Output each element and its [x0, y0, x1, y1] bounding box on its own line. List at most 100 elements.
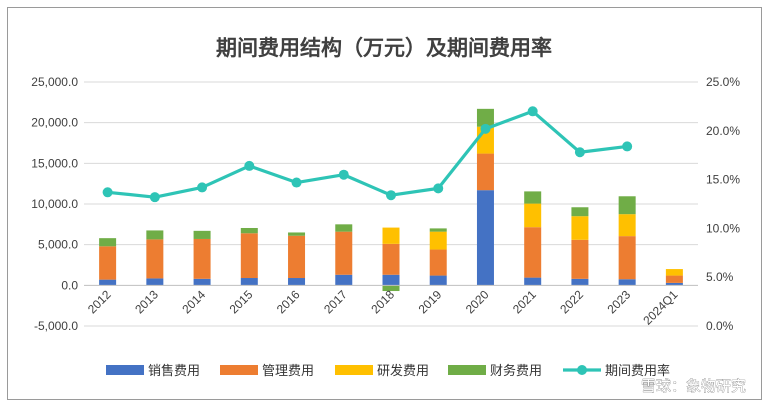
- x-tick-label: 2023: [604, 287, 633, 316]
- bar-0-2020: [476, 190, 494, 286]
- ratio-point-10: [574, 147, 585, 158]
- bar-1-2016: [288, 235, 306, 279]
- bar-1-2022: [571, 239, 589, 279]
- ratio-point-2: [197, 182, 208, 193]
- bar-1-2014: [193, 238, 211, 279]
- legend-label-2: 研发费用: [377, 363, 429, 379]
- y2-tick-label: 20.0%: [706, 124, 740, 138]
- ratio-point-5: [338, 169, 349, 180]
- ratio-point-7: [433, 183, 444, 194]
- ratio-point-6: [386, 190, 396, 201]
- bar-1-2018: [382, 243, 400, 275]
- ratio-point-9: [527, 106, 538, 117]
- watermark: 雪球：象物研究: [641, 377, 746, 395]
- x-tick-label: 2019: [416, 287, 445, 316]
- y2-tick-label: 10.0%: [706, 221, 740, 235]
- bar-0-2021: [524, 277, 542, 286]
- y2-tick-label: 25.0%: [706, 75, 740, 89]
- chart-svg: 期间费用结构（万元）及期间费用率 25,000.0 20,000.0 15,000.…: [31, 35, 746, 395]
- bar-1-2017: [335, 231, 353, 275]
- y2-tick-label: 15.0%: [706, 173, 740, 187]
- bar-1-2020: [476, 153, 494, 191]
- chart-title: 期间费用结构（万元）及期间费用率: [216, 35, 552, 60]
- bar-3-2017: [335, 224, 353, 232]
- bar-3-2018: [382, 285, 400, 292]
- legend-label-1: 管理费用: [262, 364, 314, 379]
- y-tick-label: 10,000.0: [31, 197, 78, 211]
- bar-0-2017: [335, 274, 353, 286]
- bar-1-2012: [99, 246, 117, 280]
- legend-swatch-1: [220, 365, 258, 375]
- bar-2-2019: [429, 231, 447, 250]
- y-tick-label: 15,000.0: [31, 156, 78, 170]
- ratio-point-0: [102, 187, 113, 198]
- bar-0-2013: [146, 278, 164, 286]
- legend-swatch-2: [335, 365, 373, 375]
- bar-0-2023: [618, 279, 636, 286]
- bar-3-2023: [618, 196, 636, 215]
- bar-1-2019: [429, 249, 447, 276]
- bar-3-2014: [193, 230, 211, 239]
- ratio-point-3: [244, 160, 255, 171]
- bar-3-2020: [476, 108, 494, 127]
- bar-1-2023: [618, 236, 636, 280]
- bar-series: [99, 108, 683, 292]
- legend-label-0: 销售费用: [148, 363, 200, 379]
- ratio-point-1: [149, 192, 160, 203]
- bar-3-2022: [571, 207, 589, 217]
- x-tick-label: 2024Q1: [640, 287, 680, 327]
- bar-3-2019: [429, 228, 447, 232]
- bar-3-2021: [524, 191, 542, 204]
- legend: 销售费用 管理费用 研发费用 财务费用 期间费用率: [106, 363, 670, 379]
- bar-0-2019: [429, 275, 447, 286]
- bar-2-2021: [524, 203, 542, 228]
- y-tick-label: -5,000.0: [34, 319, 78, 333]
- legend-line-marker: [577, 365, 587, 375]
- bar-2-2023: [618, 214, 636, 237]
- bar-2-2018: [382, 227, 400, 244]
- x-tick-label: 2022: [557, 287, 586, 316]
- bar-0-2016: [288, 278, 306, 286]
- bar-2-2024Q1: [665, 269, 683, 276]
- x-tick-label: 2015: [227, 287, 256, 316]
- ratio-point-11: [622, 141, 633, 152]
- bar-0-2015: [240, 278, 258, 286]
- bar-0-2018: [382, 274, 400, 286]
- x-tick-label: 2014: [179, 287, 208, 316]
- bar-0-2024Q1: [665, 282, 683, 286]
- y2-tick-label: 5.0%: [706, 270, 734, 284]
- legend-label-line: 期间费用率: [605, 363, 670, 379]
- x-tick-label: 2013: [132, 287, 161, 316]
- ratio-point-8: [480, 123, 491, 134]
- y-tick-label: 5,000.0: [38, 238, 78, 252]
- x-tick-label: 2018: [368, 287, 397, 316]
- y-tick-label: 0.0: [61, 278, 78, 292]
- x-tick-label: 2012: [85, 287, 114, 316]
- bar-1-2013: [146, 239, 164, 279]
- y-tick-label: 25,000.0: [31, 75, 78, 89]
- bar-3-2012: [99, 238, 117, 247]
- bar-3-2015: [240, 227, 258, 234]
- line-series: [102, 106, 633, 203]
- bar-3-2016: [288, 232, 306, 236]
- bar-1-2015: [240, 233, 258, 279]
- chart-frame: 期间费用结构（万元）及期间费用率 25,000.0 20,000.0 15,000.…: [7, 7, 762, 400]
- legend-swatch-3: [448, 365, 486, 375]
- bar-2-2022: [571, 216, 589, 240]
- x-tick-label: 2017: [321, 287, 350, 316]
- y-tick-label: 20,000.0: [31, 116, 78, 130]
- bar-0-2014: [193, 278, 211, 286]
- bar-1-2021: [524, 227, 542, 278]
- bar-0-2022: [571, 278, 589, 286]
- bar-0-2012: [99, 279, 117, 286]
- x-tick-label: 2020: [463, 287, 492, 316]
- legend-label-3: 财务费用: [490, 363, 542, 379]
- bar-1-2024Q1: [665, 275, 683, 283]
- legend-swatch-0: [106, 365, 144, 375]
- x-tick-label: 2021: [510, 287, 539, 316]
- ratio-point-4: [291, 177, 302, 188]
- bar-3-2013: [146, 230, 164, 240]
- y2-tick-label: 0.0%: [706, 319, 734, 333]
- x-tick-label: 2016: [274, 287, 303, 316]
- ratio-line: [107, 109, 628, 199]
